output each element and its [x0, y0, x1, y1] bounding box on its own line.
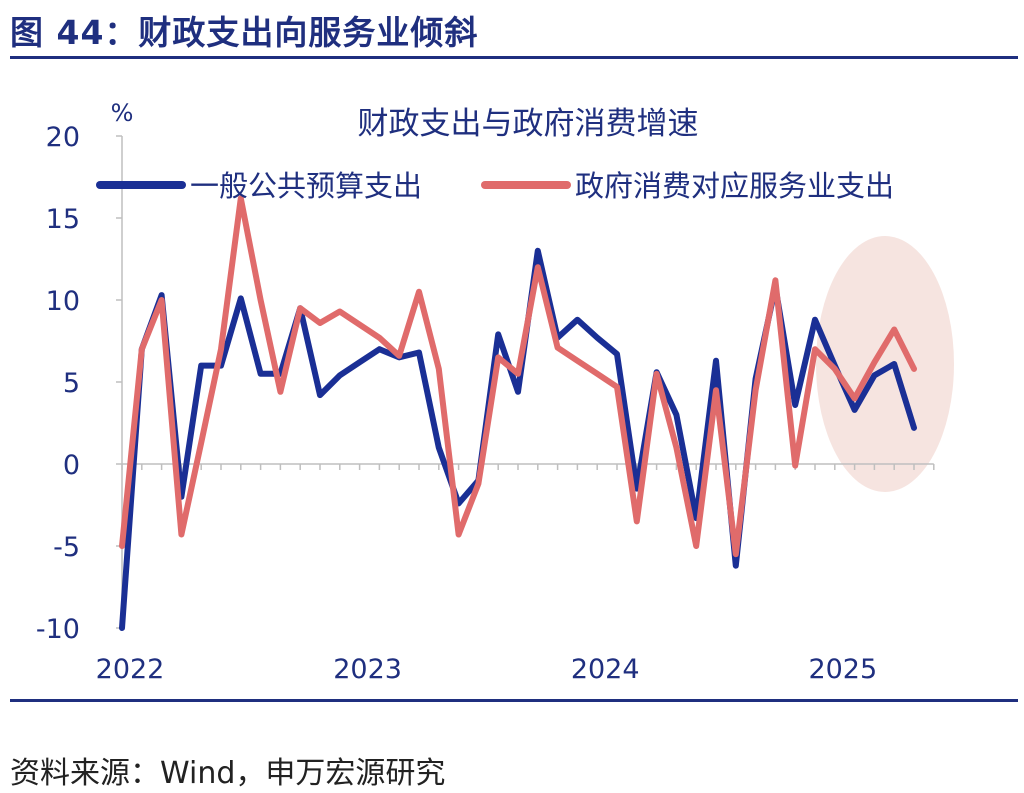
highlight-ellipse-2025	[816, 236, 954, 492]
y-tick-label: -5	[53, 532, 80, 563]
chart-title: 财政支出与政府消费增速	[358, 106, 699, 142]
x-tick-label: 2025	[808, 654, 877, 685]
legend: 一般公共预算支出 政府消费对应服务业支出	[96, 169, 894, 203]
x-tick-label: 2024	[571, 654, 640, 685]
title-divider	[10, 56, 1018, 59]
line-chart: -10 -5 0 5 10 15 20 2022 2023 2024 2025 一般公共预算支出 政府…	[36, 99, 954, 685]
highlight-layer	[816, 236, 954, 492]
x-tick-label: 2022	[96, 654, 165, 685]
axes: -10 -5 0 5 10 15 20 2022 2023 2024 2025	[36, 122, 935, 685]
series-layer	[119, 195, 917, 631]
y-tick-label: 20	[46, 122, 80, 153]
legend-label-1: 一般公共预算支出	[190, 169, 422, 203]
y-tick-label: 15	[46, 204, 80, 235]
y-tick-label: 5	[63, 368, 80, 399]
y-tick-label: 0	[63, 450, 80, 481]
y-tick-label: -10	[36, 614, 80, 645]
x-tick-label: 2023	[333, 654, 402, 685]
y-tick-label: 10	[46, 286, 80, 317]
source-note: 资料来源：Wind，申万宏源研究	[10, 756, 446, 791]
legend-label-2: 政府消费对应服务业支出	[575, 169, 894, 203]
y-axis-unit: %	[111, 99, 134, 127]
figure-title: 图 44：财政支出向服务业倾斜	[10, 13, 479, 52]
source-divider	[10, 699, 1018, 702]
series-line-2	[119, 195, 917, 558]
